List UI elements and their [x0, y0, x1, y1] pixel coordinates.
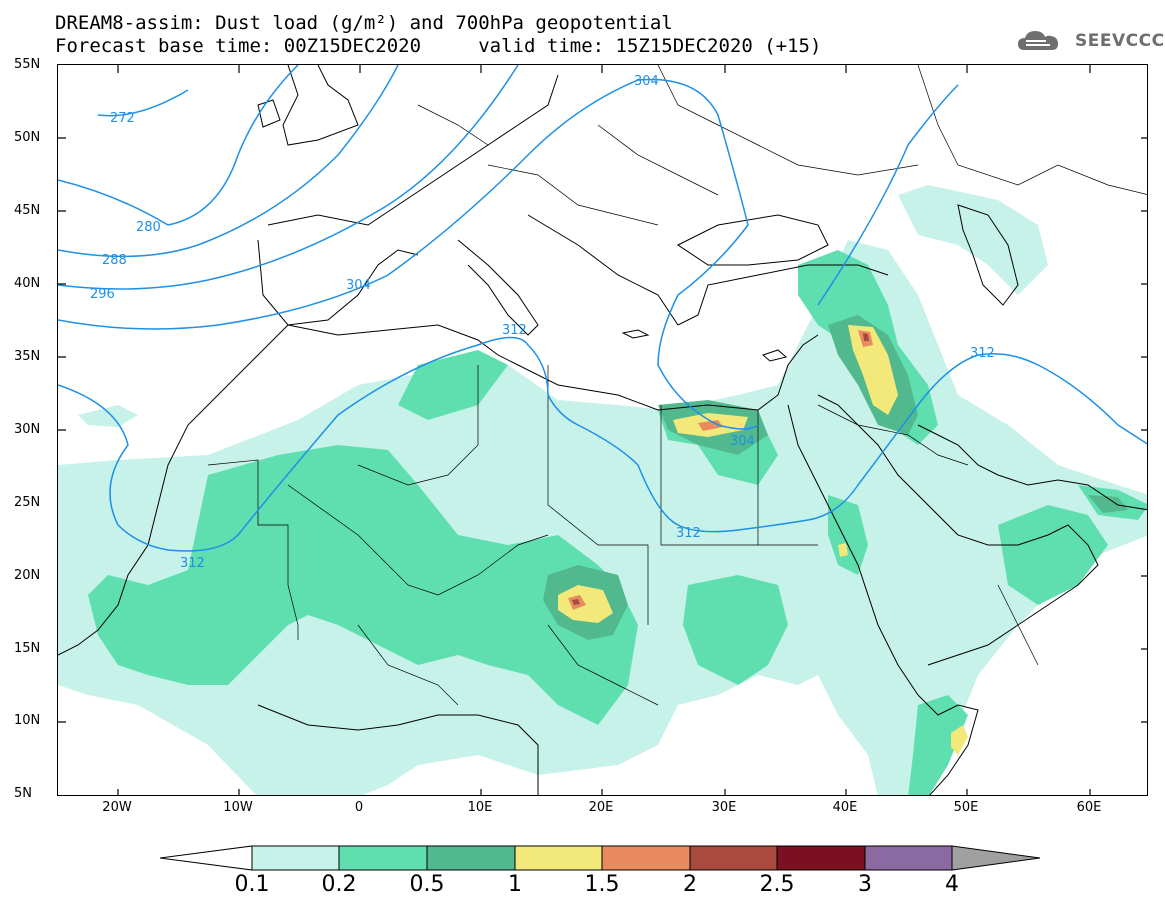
dust-map: 272 280 288 296 304 304 312 312 304 312 … [58, 65, 1147, 795]
dust-fill-brown [572, 333, 869, 605]
contour-label-304-east: 304 [730, 434, 755, 449]
dust-fill-yellow [558, 325, 968, 755]
colorbar-swatch-1 [338, 845, 428, 871]
lon-label-20e: 20E [588, 800, 614, 815]
lat-label-50n: 50N [14, 130, 41, 145]
colorbar-swatch-3 [514, 845, 603, 871]
lon-label-20w: 20W [102, 800, 132, 815]
lat-label-20n: 20N [14, 568, 41, 583]
contour-label-312-north: 312 [502, 323, 527, 338]
lon-label-40e: 40E [832, 800, 858, 815]
colorbar-label-7: 3 [858, 872, 872, 897]
lon-label-10w: 10W [223, 800, 253, 815]
contour-label-280: 280 [136, 220, 161, 235]
colorbar-label-4: 1.5 [584, 872, 620, 897]
contour-label-312-south: 312 [676, 526, 701, 541]
colorbar-swatch-6 [776, 845, 866, 871]
lon-label-50e: 50E [953, 800, 979, 815]
colorbar-swatch-0 [251, 845, 340, 871]
contour-label-304-west: 304 [346, 278, 371, 293]
colorbar-swatch-5 [689, 845, 778, 871]
colorbar-label-6: 2.5 [759, 872, 795, 897]
logo-text: SEEVCCC [1075, 31, 1165, 51]
lat-label-45n: 45N [14, 203, 41, 218]
cloud-icon [1018, 31, 1058, 50]
colorbar-label-5: 2 [683, 872, 697, 897]
lon-label-60e: 60E [1076, 800, 1102, 815]
contour-label-312-west: 312 [180, 556, 205, 571]
country-borders [207, 65, 1147, 706]
lat-label-30n: 30N [14, 422, 41, 437]
lat-label-15n: 15N [14, 641, 41, 656]
lat-label-55n: 55N [14, 57, 41, 72]
colorbar-swatch-2 [426, 845, 516, 871]
title-line-1: DREAM8-assim: Dust load (g/m²) and 700hP… [55, 12, 673, 34]
contour-label-288: 288 [102, 253, 127, 268]
lat-label-40n: 40N [14, 276, 41, 291]
coastlines [58, 65, 1147, 795]
lat-label-35n: 35N [14, 349, 41, 364]
contour-label-304-north: 304 [634, 74, 659, 89]
lon-label-30e: 30E [711, 800, 737, 815]
map-panel: 272 280 288 296 304 304 312 312 304 312 … [57, 64, 1148, 796]
seevccc-logo: SEEVCCC [1016, 26, 1165, 56]
contour-label-296: 296 [90, 287, 115, 302]
colorbar-label-8: 4 [945, 872, 959, 897]
lat-label-25n: 25N [14, 495, 41, 510]
colorbar-lower-arrow [160, 845, 253, 871]
colorbar-swatch-4 [601, 845, 691, 871]
contour-label-272: 272 [110, 111, 135, 126]
geopotential-contours [58, 65, 1147, 552]
title-line-2: Forecast base time: 00Z15DEC2020 valid t… [55, 35, 822, 57]
colorbar-label-3: 1 [508, 872, 522, 897]
colorbar-label-1: 0.2 [321, 872, 357, 897]
lat-label-5n: 5N [14, 786, 32, 801]
colorbar-label-2: 0.5 [409, 872, 445, 897]
lon-label-10e: 10E [467, 800, 493, 815]
colorbar-swatch-7 [864, 845, 953, 871]
contour-label-group: 272 280 288 296 304 304 312 312 304 312 … [90, 74, 995, 571]
lon-label-0: 0 [354, 800, 364, 815]
contour-label-312-east: 312 [970, 346, 995, 361]
colorbar [160, 845, 1041, 871]
colorbar-label-0: 0.1 [234, 872, 270, 897]
lat-label-10n: 10N [14, 713, 41, 728]
colorbar-upper-arrow [951, 845, 1041, 871]
